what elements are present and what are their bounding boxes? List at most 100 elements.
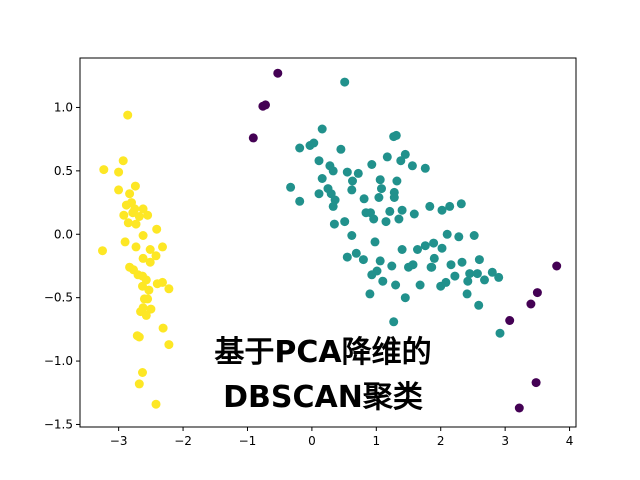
chart-title-line-1: 基于PCA降维的 [214,335,431,370]
scatter-point-cluster_1 [465,269,475,279]
scatter-point-cluster_1 [462,289,472,299]
scatter-point-cluster_1 [457,257,467,267]
scatter-point-cluster_1 [295,196,305,206]
scatter-point-cluster_2 [120,237,130,247]
scatter-point-cluster_1 [425,201,435,211]
scatter-point-cluster_1 [375,175,385,185]
scatter-point-cluster_2 [125,189,135,199]
scatter-point-cluster_1 [420,163,430,173]
scatter-point-noise [261,100,270,110]
scatter-point-cluster_1 [408,260,418,270]
scatter-point-cluster_1 [369,214,379,224]
y-tick-label: −1.0 [44,354,73,368]
scatter-point-cluster_2 [151,399,161,409]
scatter-point-noise [552,261,562,271]
x-tick-label: −1 [239,434,257,448]
scatter-point-cluster_1 [396,156,406,166]
scatter-point-cluster_1 [365,289,375,299]
scatter-point-cluster_2 [119,210,129,220]
scatter-point-cluster_1 [454,232,464,242]
scatter-point-cluster_1 [474,300,484,310]
scatter-point-cluster_2 [145,245,155,254]
scatter-point-cluster_2 [114,185,124,195]
scatter-point-cluster_1 [336,144,346,154]
scatter-point-cluster_1 [450,271,460,281]
scatter-point-cluster_1 [437,243,447,253]
scatter-point-cluster_1 [347,231,357,240]
scatter-point-cluster_1 [328,201,338,211]
scatter-point-cluster_2 [123,110,133,120]
scatter-point-cluster_2 [164,340,174,350]
scatter-point-cluster_2 [131,242,141,252]
scatter-point-cluster_2 [146,304,156,314]
scatter-point-cluster_1 [446,260,456,270]
scatter-point-cluster_1 [348,176,357,186]
scatter-point-cluster_1 [309,138,319,148]
scatter-point-cluster_1 [375,256,385,266]
scatter-point-cluster_1 [342,252,352,262]
scatter-point-cluster_1 [494,272,504,282]
scatter-point-cluster_1 [427,262,437,272]
scatter-point-cluster_1 [420,241,430,251]
scatter-point-noise [532,288,542,298]
scatter-point-cluster_1 [370,237,380,247]
scatter-point-noise [531,378,541,388]
scatter-point-cluster_1 [480,275,489,285]
scatter-point-cluster_1 [367,270,377,280]
axes-frame [79,57,577,428]
scatter-point-cluster_2 [158,323,168,333]
scatter-point-cluster_1 [474,255,484,265]
scatter-point-cluster_1 [400,293,410,303]
scatter-point-cluster_2 [128,208,138,218]
scatter-point-cluster_1 [429,253,439,263]
scatter-point-cluster_1 [314,189,324,199]
scatter-point-cluster_2 [131,219,141,229]
scatter-point-cluster_1 [286,182,296,192]
scatter-point-cluster_2 [138,253,148,263]
x-tick-label: 4 [566,434,574,448]
scatter-point-cluster_1 [367,160,377,169]
y-tick-label: −1.5 [44,417,73,431]
scatter-point-cluster_1 [495,328,505,338]
scatter-point-cluster_1 [340,217,350,227]
scatter-point-cluster_2 [132,331,142,341]
scatter-point-cluster_1 [392,176,402,186]
x-tick-label: 1 [372,434,380,448]
scatter-point-cluster_2 [98,246,107,256]
y-tick-label: 0.0 [54,227,73,241]
scatter-point-cluster_1 [340,77,350,87]
scatter-point-cluster_2 [138,204,148,214]
scatter-point-cluster_2 [134,212,144,221]
scatter-point-cluster_1 [353,168,363,178]
scatter-point-noise [526,299,536,309]
scatter-point-cluster_2 [118,156,128,166]
scatter-point-cluster_1 [295,143,305,153]
scatter-point-cluster_2 [114,167,124,177]
scatter-point-cluster_1 [456,199,466,209]
x-tick-label: 3 [501,434,509,448]
scatter-point-noise [248,133,258,143]
scatter-point-cluster_1 [374,193,384,202]
scatter-point-cluster_1 [397,245,407,254]
scatter-point-cluster_1 [347,185,357,195]
scatter-point-cluster_1 [317,124,327,134]
scatter-point-cluster_1 [472,269,482,279]
scatter-point-cluster_1 [358,255,368,265]
scatter-point-cluster_1 [329,219,339,229]
scatter-point-cluster_2 [158,242,167,252]
x-tick-label: 0 [308,434,316,448]
x-tick-label: −3 [110,434,128,448]
scatter-point-cluster_2 [123,218,133,228]
scatter-point-cluster_2 [130,181,140,191]
scatter-point-cluster_2 [138,231,148,240]
scatter-point-cluster_1 [413,245,422,254]
scatter-point-cluster_1 [429,238,439,248]
scatter-point-noise [505,316,515,325]
scatter-point-cluster_1 [314,156,324,166]
scatter-point-cluster_2 [152,224,162,234]
scatter-point-cluster_1 [415,280,425,290]
scatter-point-cluster_1 [409,209,419,219]
scatter-point-noise [514,403,524,413]
scatter-point-cluster_1 [437,205,447,215]
